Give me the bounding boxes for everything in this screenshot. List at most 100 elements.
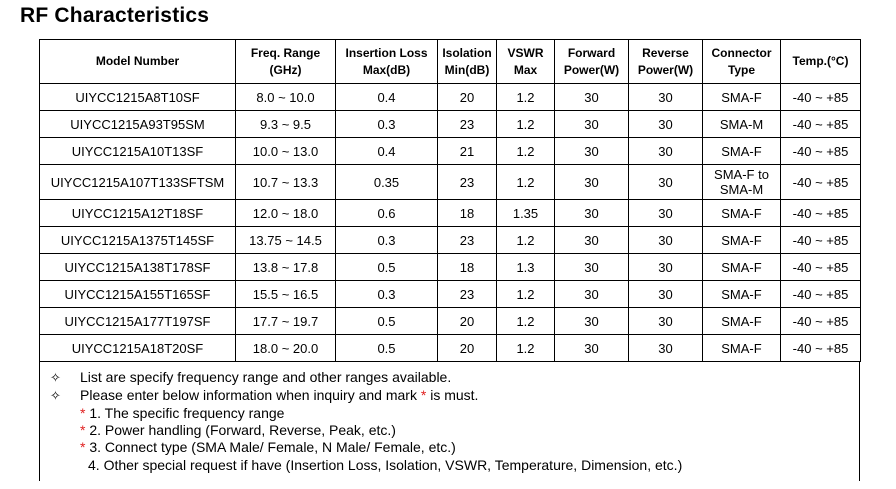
table-cell: 0.3 [335,110,438,138]
table-cell: 30 [628,226,703,254]
column-header-line: Type [727,62,756,77]
table-cell: 1.3 [496,253,555,281]
table-cell: 17.7 ~ 19.7 [235,307,336,335]
diamond-bullet-icon: ✧ [50,370,61,385]
table-cell: 21 [437,137,497,165]
column-header-line: Max [513,62,538,77]
column-header-line: Forward [567,45,616,60]
column-header-line: Max(dB) [362,62,411,77]
table-cell: 1.2 [496,164,555,200]
table-cell: SMA-M [702,110,781,138]
note-item-2: * 2. Power handling (Forward, Reverse, P… [80,422,396,439]
column-header-line: Power(W) [637,62,694,77]
table-cell: UIYCC1215A138T178SF [39,253,236,281]
table-cell: 1.2 [496,110,555,138]
table-cell: -40 ~ +85 [780,137,861,165]
note-item-4: 4. Other special request if have (Insert… [88,457,682,474]
column-header-line: Connector [711,45,772,60]
table-cell: 1.2 [496,83,555,111]
column-header-line: Freq. Range [250,45,321,60]
table-cell: SMA-F [702,137,781,165]
table-cell: 30 [628,253,703,281]
table-cell: 30 [554,137,629,165]
note-item-3: * 3. Connect type (SMA Male/ Female, N M… [80,439,456,456]
column-header-line: Temp.(°C) [792,54,849,68]
table-cell: 10.7 ~ 13.3 [235,164,336,200]
table-cell: 30 [554,280,629,308]
note-line-2-text: Please enter below information when inqu… [80,387,417,403]
table-cell: -40 ~ +85 [780,199,861,227]
table-row: UIYCC1215A10T13SF 10.0 ~ 13.0 0.4 21 1.2 30 30… [39,137,861,165]
table-row: UIYCC1215A177T197SF 17.7 ~ 19.7 0.5 20 1.2 30… [39,307,861,335]
note-line-2: Please enter below information when inqu… [80,387,478,404]
table-cell: SMA-F [702,307,781,335]
table-cell: 18.0 ~ 20.0 [235,334,336,362]
table-row: UIYCC1215A12T18SF 12.0 ~ 18.0 0.6 18 1.35 30 3… [39,199,861,227]
table-cell: 30 [554,253,629,281]
table-cell: 23 [437,110,497,138]
table-row: UIYCC1215A1375T145SF 13.75 ~ 14.5 0.3 23 1.2… [39,226,861,254]
table-cell: 1.35 [496,199,555,227]
table-row: UIYCC1215A138T178SF 13.8 ~ 17.8 0.5 18 1.3 30… [39,253,861,281]
column-header: Insertion Loss Max(dB) [335,39,438,84]
table-cell: 0.5 [335,307,438,335]
table-cell: 0.5 [335,334,438,362]
table-cell: UIYCC1215A10T13SF [39,137,236,165]
column-header: Model Number [39,39,236,84]
notes-section: ✧ List are specify frequency range and o… [39,362,860,481]
column-header-line: Reverse [642,45,689,60]
table-cell: 20 [437,334,497,362]
table-cell: UIYCC1215A107T133SFTSM [39,164,236,200]
table-cell: 18 [437,199,497,227]
note-item-text: 2. Power handling (Forward, Reverse, Pea… [89,422,396,438]
note-line-1: List are specify frequency range and oth… [80,369,452,385]
required-mark: * [80,405,86,421]
table-cell: SMA-F to SMA-M [702,164,781,200]
table-cell: 13.75 ~ 14.5 [235,226,336,254]
column-header: Freq. Range (GHz) [235,39,336,84]
table-cell: 15.5 ~ 16.5 [235,280,336,308]
rf-characteristics-panel: Model Number Freq. Range (GHz) Insertion Lo… [39,39,861,481]
column-header: Isolation Min(dB) [437,39,497,84]
table-row: UIYCC1215A107T133SFTSM 10.7 ~ 13.3 0.35 23 1… [39,164,861,200]
table-row: UIYCC1215A93T95SM 9.3 ~ 9.5 0.3 23 1.2 30 30 SM… [39,110,861,138]
table-cell: 0.3 [335,280,438,308]
table-cell: -40 ~ +85 [780,253,861,281]
table-cell: UIYCC1215A155T165SF [39,280,236,308]
table-cell: 30 [628,334,703,362]
table-cell: UIYCC1215A177T197SF [39,307,236,335]
table-cell: UIYCC1215A1375T145SF [39,226,236,254]
table-cell: 30 [554,164,629,200]
table-cell: 18 [437,253,497,281]
note-item-1: * 1. The specific frequency range [80,405,284,422]
table-row: UIYCC1215A18T20SF 18.0 ~ 20.0 0.5 20 1.2 30 30… [39,334,861,362]
table-cell: 1.2 [496,226,555,254]
table-cell: 23 [437,280,497,308]
table-cell: SMA-F [702,334,781,362]
table-cell: 30 [554,83,629,111]
table-cell: 23 [437,226,497,254]
table-cell: 1.2 [496,280,555,308]
diamond-bullet-icon: ✧ [50,388,61,403]
table-row: UIYCC1215A155T165SF 15.5 ~ 16.5 0.3 23 1.2 30… [39,280,861,308]
table-cell: 30 [554,199,629,227]
table-cell: 0.3 [335,226,438,254]
column-header-line: (GHz) [269,62,302,77]
note-line-2-tail: is must. [430,387,479,403]
note-item-text: 3. Connect type (SMA Male/ Female, N Mal… [89,439,456,455]
table-cell: UIYCC1215A18T20SF [39,334,236,362]
table-cell: 20 [437,83,497,111]
table-cell: 30 [628,110,703,138]
column-header-line: VSWR [507,45,544,60]
table-cell: UIYCC1215A93T95SM [39,110,236,138]
table-cell: 30 [554,307,629,335]
table-cell: -40 ~ +85 [780,110,861,138]
table-cell: 30 [628,164,703,200]
rf-characteristics-table: Model Number Freq. Range (GHz) Insertion Lo… [39,39,861,362]
note-item-text: 1. The specific frequency range [89,405,285,421]
table-cell: 0.35 [335,164,438,200]
table-cell: SMA-F [702,226,781,254]
page-title: RF Characteristics [20,4,210,27]
column-header-line: Power(W) [563,62,620,77]
table-cell: 0.4 [335,83,438,111]
